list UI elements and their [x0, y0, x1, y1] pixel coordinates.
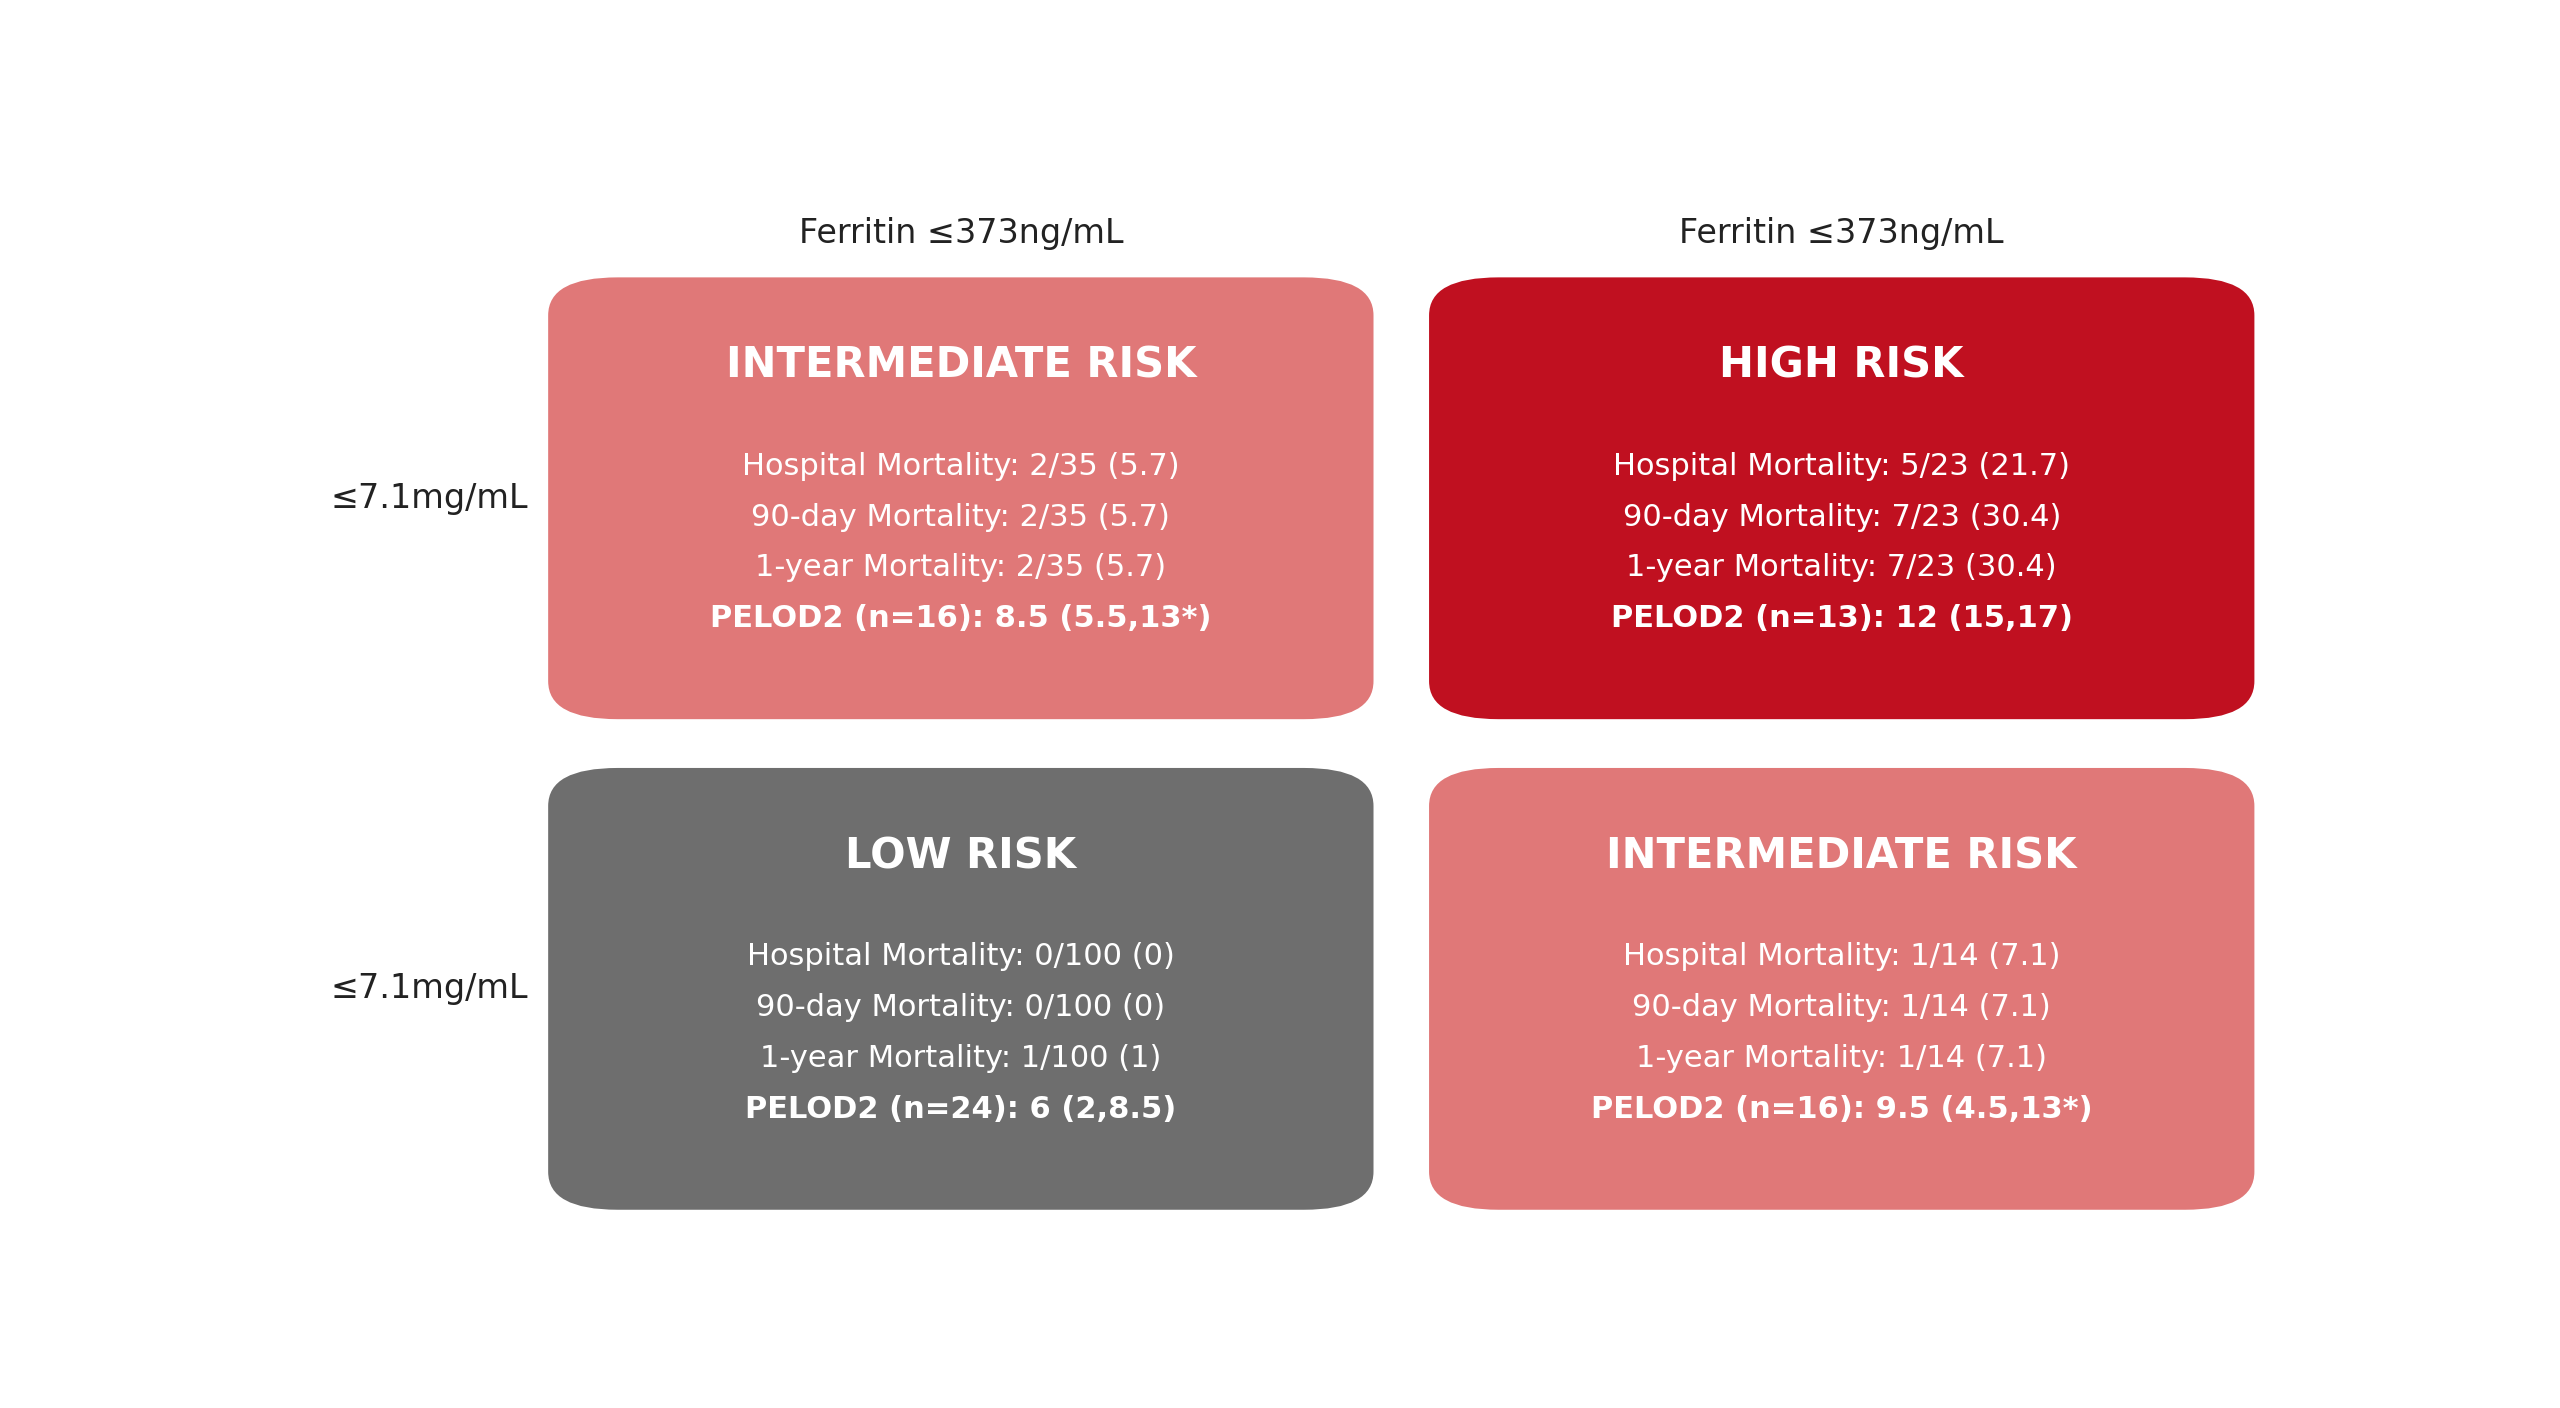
Text: ≤7.1mg/mL: ≤7.1mg/mL [330, 482, 527, 515]
Text: ≤7.1mg/mL: ≤7.1mg/mL [330, 973, 527, 1005]
Text: PELOD2 (n=16): 8.5 (5.5,13*): PELOD2 (n=16): 8.5 (5.5,13*) [709, 604, 1211, 634]
FancyBboxPatch shape [548, 767, 1375, 1209]
Text: Hospital Mortality: 5/23 (21.7): Hospital Mortality: 5/23 (21.7) [1613, 452, 2071, 480]
Text: 90-day Mortality: 7/23 (30.4): 90-day Mortality: 7/23 (30.4) [1623, 503, 2061, 532]
Text: 1-year Mortality: 2/35 (5.7): 1-year Mortality: 2/35 (5.7) [755, 553, 1167, 583]
Text: 1-year Mortality: 1/100 (1): 1-year Mortality: 1/100 (1) [760, 1043, 1162, 1073]
Text: PELOD2 (n=24): 6 (2,8.5): PELOD2 (n=24): 6 (2,8.5) [745, 1095, 1178, 1124]
Text: Ferritin ≤373ng/mL: Ferritin ≤373ng/mL [799, 217, 1124, 251]
Text: PELOD2 (n=16): 9.5 (4.5,13*): PELOD2 (n=16): 9.5 (4.5,13*) [1590, 1095, 2092, 1124]
FancyBboxPatch shape [1428, 767, 2255, 1209]
Text: Hospital Mortality: 1/14 (7.1): Hospital Mortality: 1/14 (7.1) [1623, 942, 2061, 972]
Text: 90-day Mortality: 2/35 (5.7): 90-day Mortality: 2/35 (5.7) [753, 503, 1170, 532]
Text: LOW RISK: LOW RISK [845, 835, 1075, 877]
Text: Hospital Mortality: 0/100 (0): Hospital Mortality: 0/100 (0) [748, 942, 1175, 972]
FancyBboxPatch shape [1428, 277, 2255, 719]
FancyBboxPatch shape [548, 277, 1375, 719]
Text: 1-year Mortality: 1/14 (7.1): 1-year Mortality: 1/14 (7.1) [1636, 1043, 2048, 1073]
Text: 90-day Mortality: 0/100 (0): 90-day Mortality: 0/100 (0) [755, 993, 1165, 1022]
Text: INTERMEDIATE RISK: INTERMEDIATE RISK [724, 345, 1196, 387]
Text: Hospital Mortality: 2/35 (5.7): Hospital Mortality: 2/35 (5.7) [742, 452, 1180, 480]
Text: HIGH RISK: HIGH RISK [1720, 345, 1964, 387]
Text: Ferritin ≤373ng/mL: Ferritin ≤373ng/mL [1679, 217, 2004, 251]
Text: 90-day Mortality: 1/14 (7.1): 90-day Mortality: 1/14 (7.1) [1633, 993, 2051, 1022]
Text: 1-year Mortality: 7/23 (30.4): 1-year Mortality: 7/23 (30.4) [1626, 553, 2058, 583]
Text: INTERMEDIATE RISK: INTERMEDIATE RISK [1608, 835, 2076, 877]
Text: PELOD2 (n=13): 12 (15,17): PELOD2 (n=13): 12 (15,17) [1610, 604, 2074, 634]
